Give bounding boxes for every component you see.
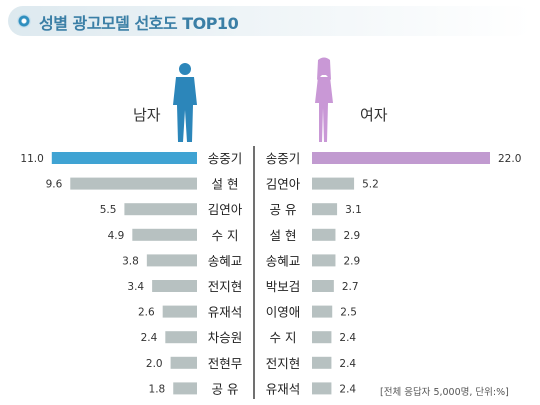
female-bar [312,254,336,267]
male-bar [170,356,197,369]
female-category-label: 수 지 [270,330,297,345]
male-bar [146,254,197,267]
male-value-label: 11.0 [20,153,43,165]
male-bar [173,382,197,395]
female-category-label: 유재석 [266,381,301,396]
female-value-label: 2.5 [340,307,357,319]
male-bar [165,331,197,344]
male-value-label: 4.9 [108,230,125,242]
female-value-label: 2.4 [339,383,356,395]
female-bar [312,280,334,292]
male-value-label: 5.5 [100,204,117,216]
female-category-label: 송혜교 [266,253,301,268]
male-value-label: 3.8 [122,255,139,267]
male-category-label: 공 유 [212,381,239,396]
female-value-label: 3.1 [345,204,362,216]
male-category-label: 전현무 [208,356,243,371]
male-bar [152,280,197,292]
female-bar [312,177,355,190]
female-bar [312,305,333,318]
female-value-label: 2.9 [343,230,360,242]
male-value-label: 2.0 [146,358,163,370]
female-value-label: 5.2 [362,179,379,191]
female-value-label: 2.4 [339,358,356,370]
female-category-label: 이영애 [266,305,301,320]
male-category-label: 김연아 [208,202,243,217]
female-category-label: 송중기 [266,151,301,166]
male-value-label: 3.4 [127,281,144,293]
male-category-label: 송혜교 [208,253,243,268]
male-value-label: 2.4 [141,332,158,344]
female-category-label: 박보검 [266,279,301,294]
male-value-label: 2.6 [138,307,155,319]
male-value-label: 9.6 [46,179,63,191]
male-figure-icon [173,63,197,142]
male-bar [132,228,197,241]
bullet-icon [17,14,31,28]
female-bar [312,228,336,241]
male-category-label: 송중기 [208,151,243,166]
male-category-label: 설 현 [212,177,239,192]
female-figure-icon [315,57,333,142]
male-bar [70,177,197,190]
male-category-label: 차승원 [208,330,243,345]
male-category-label: 수 지 [212,228,239,243]
female-bar [312,382,332,395]
male-value-label: 1.8 [149,383,166,395]
female-value-label: 2.7 [342,281,359,293]
female-bar [312,331,332,344]
female-label: 여자 [360,106,388,124]
female-bar [312,152,490,164]
chart-title: 성별 광고모델 선호도 TOP10 [39,14,239,33]
female-category-label: 김연아 [266,177,301,192]
title-bar: 성별 광고모델 선호도 TOP10 [8,6,532,36]
female-value-label: 2.4 [339,332,356,344]
male-bar [162,305,197,318]
male-bar [124,203,197,216]
female-value-label: 22.0 [498,153,521,165]
female-category-label: 전지현 [266,356,301,371]
female-bar [312,203,338,216]
female-value-label: 2.9 [343,255,360,267]
male-category-label: 전지현 [208,279,243,294]
male-category-label: 유재석 [208,305,243,320]
male-bar [51,152,197,164]
female-category-label: 공 유 [270,202,297,217]
female-category-label: 설 현 [270,228,297,243]
male-label: 남자 [133,106,161,124]
footnote: [전체 응답자 5,000명, 단위:%] [380,387,509,398]
female-bar [312,356,332,369]
